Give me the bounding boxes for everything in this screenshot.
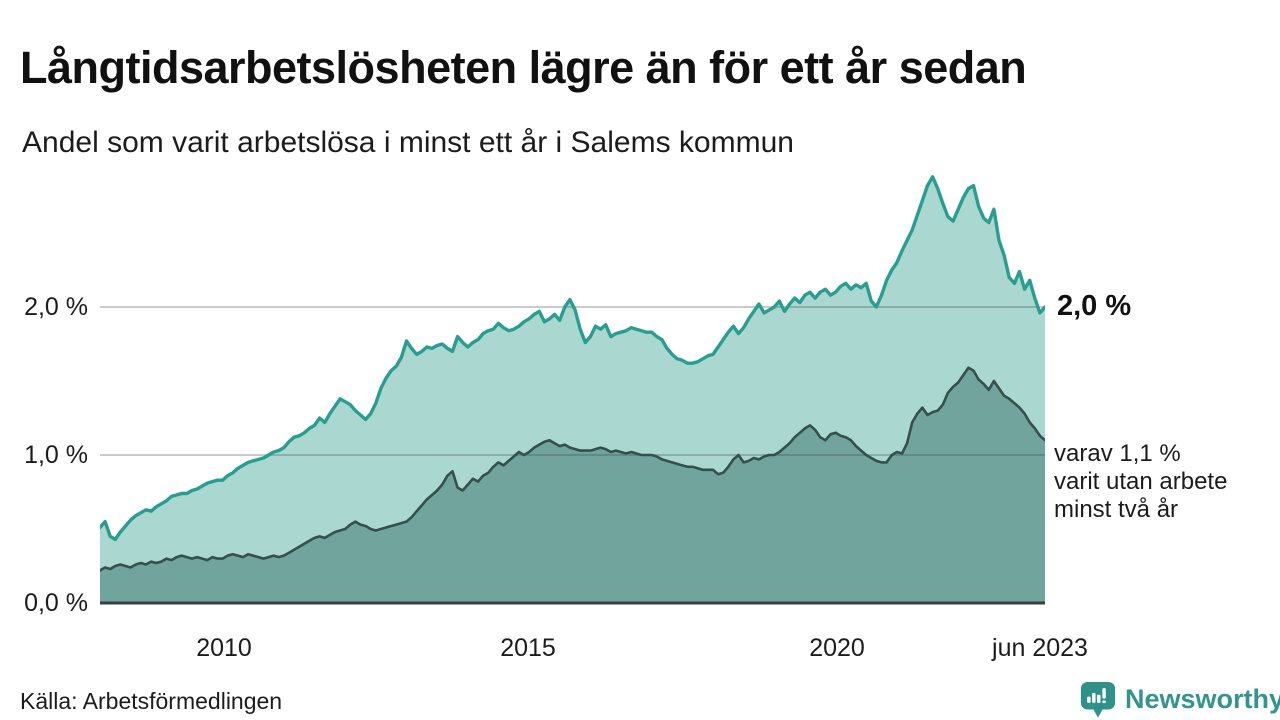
x-axis-tick-2020: 2020 (809, 634, 865, 662)
bar-chart-bubble-icon (1080, 681, 1116, 718)
line-unemployed-one-year (100, 175, 1045, 542)
newsworthy-logo: Newsworthy (1079, 680, 1280, 720)
y-axis-tick-0: 0,0 % (24, 589, 88, 617)
latest-value-annotation: 2,0 % (1057, 290, 1132, 322)
brand-name: Newsworthy (1125, 684, 1280, 714)
page-title: Långtidsarbetslösheten lägre än för ett … (20, 42, 1027, 94)
chart-canvas (100, 175, 1045, 605)
secondary-annotation-line-1: varav 1,1 % (1054, 440, 1181, 467)
secondary-annotation-line-2: varit utan arbete (1054, 468, 1228, 495)
x-axis-tick-jun-2023: jun 2023 (992, 634, 1088, 662)
chart-subtitle: Andel som varit arbetslösa i minst ett å… (22, 126, 794, 159)
y-axis-tick-1: 1,0 % (24, 441, 88, 469)
source-credit: Källa: Arbetsförmedlingen (20, 688, 283, 714)
x-axis-tick-2010: 2010 (196, 634, 252, 662)
secondary-series-annotation: varav 1,1 % varit utan arbete minst två … (1054, 440, 1227, 524)
y-axis-tick-2: 2,0 % (24, 293, 88, 321)
x-axis-tick-2015: 2015 (500, 634, 556, 662)
secondary-annotation-line-3: minst två år (1054, 496, 1179, 523)
line-unemployed-two-years (100, 366, 1045, 572)
